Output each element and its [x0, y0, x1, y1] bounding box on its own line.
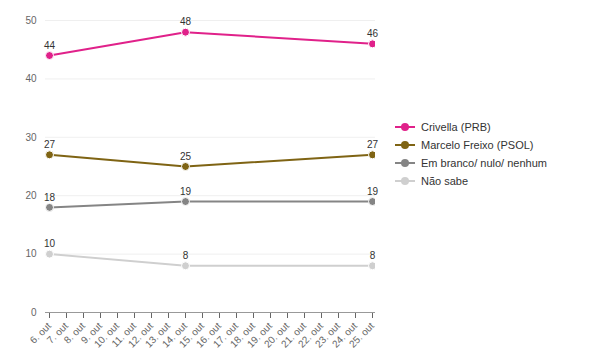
svg-text:8: 8: [370, 250, 376, 261]
svg-text:6. out: 6. out: [27, 320, 54, 346]
svg-text:8. out: 8. out: [61, 320, 88, 346]
svg-text:10: 10: [25, 248, 37, 259]
svg-text:20: 20: [25, 190, 37, 201]
svg-text:13. out: 13. out: [142, 320, 173, 350]
html-text:Crivella (PRB): Crivella (PRB): [421, 121, 491, 133]
svg-text:19: 19: [367, 186, 379, 197]
svg-text:7. out: 7. out: [44, 320, 71, 346]
svg-text:46: 46: [367, 28, 379, 39]
svg-text:19. out: 19. out: [244, 320, 275, 350]
svg-text:14. out: 14. out: [159, 320, 190, 350]
svg-text:25: 25: [180, 151, 192, 162]
svg-text:22. out: 22. out: [295, 320, 326, 350]
svg-text:17. out: 17. out: [210, 320, 241, 350]
svg-text:16. out: 16. out: [193, 320, 224, 350]
svg-text:10. out: 10. out: [91, 320, 122, 350]
svg-text:20. out: 20. out: [261, 320, 292, 350]
svg-text:27: 27: [44, 139, 56, 150]
svg-text:24. out: 24. out: [329, 320, 360, 350]
svg-text:10: 10: [44, 238, 56, 249]
svg-text:9. out: 9. out: [78, 320, 105, 346]
svg-text:50: 50: [25, 15, 37, 26]
svg-text:18: 18: [44, 192, 56, 203]
svg-text:8: 8: [183, 250, 189, 261]
svg-text:15. out: 15. out: [176, 320, 207, 350]
html-text:Não sabe: Não sabe: [421, 175, 469, 187]
svg-text:12. out: 12. out: [125, 320, 156, 350]
svg-text:19: 19: [180, 186, 192, 197]
html-text:Em branco/ nulo/ nenhum: Em branco/ nulo/ nenhum: [421, 157, 547, 169]
html-text:Marcelo Freixo (PSOL): Marcelo Freixo (PSOL): [421, 139, 534, 151]
svg-text:11. out: 11. out: [109, 320, 139, 350]
svg-text:27: 27: [367, 139, 379, 150]
svg-text:44: 44: [44, 40, 56, 51]
svg-text:23. out: 23. out: [312, 320, 343, 350]
svg-text:48: 48: [180, 16, 192, 27]
svg-text:40: 40: [25, 73, 37, 84]
svg-text:21. out: 21. out: [278, 320, 309, 350]
svg-text:0: 0: [31, 307, 37, 318]
svg-text:18. out: 18. out: [227, 320, 258, 350]
svg-text:25. out: 25. out: [347, 320, 377, 350]
svg-text:30: 30: [25, 132, 37, 143]
